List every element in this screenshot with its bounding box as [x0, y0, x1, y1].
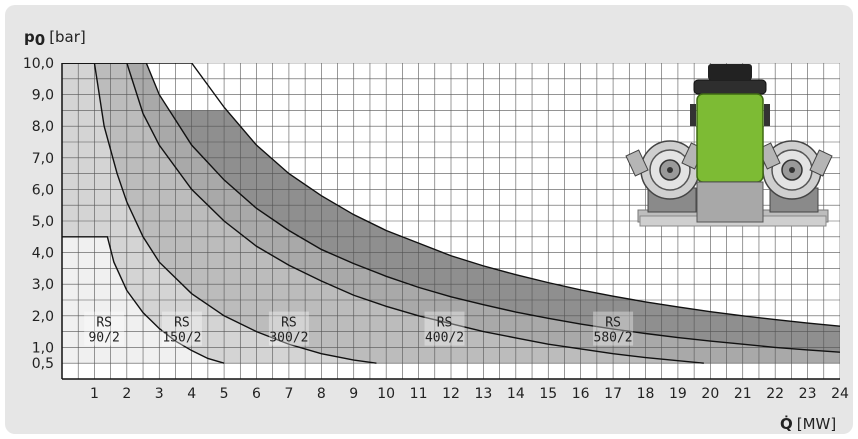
compressor-illustration — [625, 64, 833, 227]
x-tick-label: 23 — [799, 386, 817, 402]
y-axis-label: p0 [bar] — [24, 28, 86, 49]
x-axis-unit: [MW] — [797, 415, 836, 433]
y-tick-label: 8,0 — [32, 119, 54, 135]
region-label-text: 580/2 — [594, 331, 633, 346]
region-label-backdrop — [84, 311, 125, 346]
curve-300-2 — [62, 63, 704, 364]
motor-terminal-box — [708, 64, 752, 80]
curve-90-2 — [62, 236, 225, 364]
curve-150-2 — [62, 63, 377, 364]
y-tick-label: 2,0 — [32, 309, 54, 325]
x-tick-label: 13 — [475, 386, 493, 402]
x-tick-label: 6 — [252, 386, 261, 402]
curve-400-2 — [62, 63, 840, 353]
y-tick-label: 7,0 — [32, 151, 54, 167]
y-tick-label: 3,0 — [32, 277, 54, 293]
region-label-text: RS — [174, 316, 190, 331]
y-tick-label: 5,0 — [32, 214, 54, 230]
axes — [61, 63, 840, 380]
y-tick-label: 0,5 — [32, 356, 54, 372]
region-label-text: RS — [437, 316, 453, 331]
y-tick-labels: 0,51,0 2,0 3,0 4,0 5,0 6,0 7,0 8,0 9,0 10,0 — [23, 56, 54, 372]
curve-580-2 — [62, 63, 840, 327]
y-tick-label: 4,0 — [32, 246, 54, 262]
region-label-backdrop — [593, 311, 634, 346]
motor-lower-frame — [696, 181, 764, 223]
left-compressor-unit — [625, 140, 705, 213]
y-tick-label: 9,0 — [32, 88, 54, 104]
motor-unit — [690, 64, 770, 223]
x-tick-label: 22 — [766, 386, 784, 402]
x-tick-label: 12 — [442, 386, 460, 402]
y-tick-label: 1,0 — [32, 340, 54, 356]
x-tick-label: 1 — [90, 386, 99, 402]
region-label-text: RS — [96, 316, 112, 331]
area-300-2 — [62, 63, 704, 364]
region-label-backdrop — [161, 311, 202, 346]
motor-green-housing — [696, 93, 764, 183]
region-label-text: 300/2 — [269, 331, 308, 346]
x-tick-label: 7 — [284, 386, 293, 402]
x-tick-label: 10 — [377, 386, 395, 402]
x-tick-labels: 1 2 3 4 5 6 7 8 9 10 11 12 13 14 15 16 17 18 19 20 21 22 23 24 — [90, 386, 849, 402]
x-tick-label: 9 — [349, 386, 358, 402]
x-axis-label: Q̇ [MW] — [780, 414, 836, 433]
boundary-curves — [62, 63, 840, 364]
y-tick-label: 6,0 — [32, 182, 54, 198]
x-tick-label: 8 — [317, 386, 326, 402]
region-label-backdrop — [424, 311, 465, 346]
region-label-text: RS — [605, 316, 621, 331]
x-tick-label: 24 — [831, 386, 849, 402]
x-tick-label: 3 — [155, 386, 164, 402]
x-tick-label: 17 — [604, 386, 622, 402]
y-axis-subscript: 0 — [35, 31, 45, 49]
region-label-text: 90/2 — [88, 331, 119, 346]
region-label-text: RS — [281, 316, 297, 331]
x-tick-label: 15 — [539, 386, 557, 402]
region-label-text: 400/2 — [425, 331, 464, 346]
x-tick-label: 4 — [187, 386, 196, 402]
y-tick-label: 10,0 — [23, 56, 54, 72]
x-tick-label: 2 — [122, 386, 131, 402]
x-axis-symbol: Q̇ — [780, 414, 793, 433]
x-tick-label: 19 — [669, 386, 687, 402]
area-150-2 — [62, 63, 377, 364]
x-tick-label: 16 — [572, 386, 590, 402]
x-tick-label: 20 — [701, 386, 719, 402]
region-label-backdrop — [268, 311, 309, 346]
y-axis-symbol: p — [24, 28, 35, 46]
x-tick-label: 14 — [507, 386, 525, 402]
x-tick-label: 21 — [734, 386, 752, 402]
x-tick-label: 5 — [220, 386, 229, 402]
x-tick-label: 11 — [410, 386, 428, 402]
x-tick-label: 18 — [637, 386, 655, 402]
region-label-text: 150/2 — [162, 331, 201, 346]
y-axis-unit: [bar] — [49, 28, 86, 46]
motor-top-band — [693, 79, 767, 95]
